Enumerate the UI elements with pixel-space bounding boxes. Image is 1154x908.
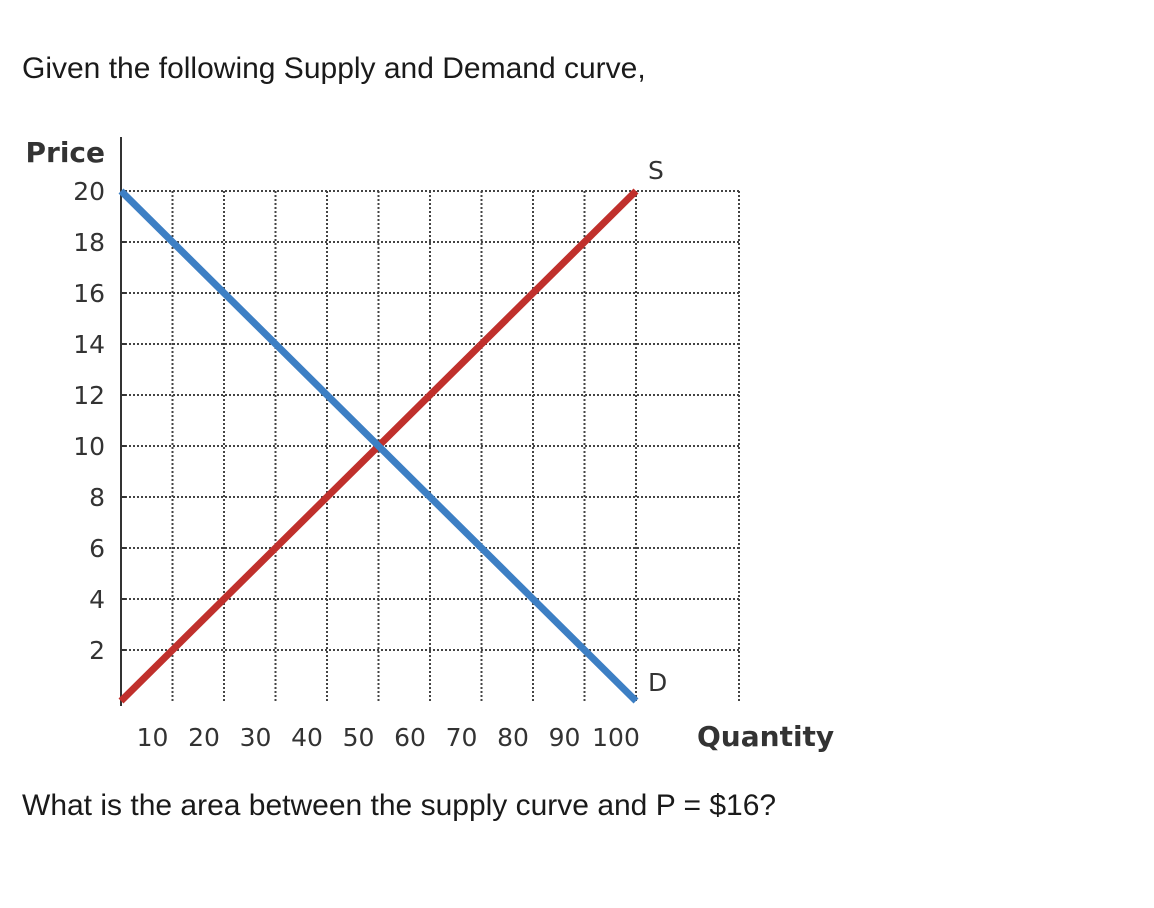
x-tick-label: 20 [188,723,220,752]
x-tick-labels: 10 20 30 40 50 60 70 80 90 100 [137,723,640,752]
y-tick-label: 2 [89,636,105,665]
curves: SD [118,156,667,704]
question-intro: Given the following Supply and Demand cu… [22,52,646,85]
x-tick-label: 90 [549,723,581,752]
y-tick-label: 8 [89,483,105,512]
grid [121,190,740,701]
x-tick-label: 80 [497,723,529,752]
y-tick-label: 10 [73,432,105,461]
x-tick-label: 30 [240,723,272,752]
y-tick-label: 16 [73,279,105,308]
x-axis-title: Quantity [697,720,834,753]
y-tick-label: 6 [89,534,105,563]
curve-d [118,188,639,704]
curve-label-d: D [648,668,667,697]
curve-label-s: S [648,156,664,185]
y-tick-label: 18 [73,228,105,257]
y-axis-title: Price [25,136,105,169]
y-tick-labels: 2 4 6 8 10 12 14 16 18 20 [73,177,126,665]
question-prompt: What is the area between the supply curv… [22,789,777,822]
x-tick-label: 70 [446,723,478,752]
y-tick-label: 20 [73,177,105,206]
x-tick-label: 40 [291,723,323,752]
x-tick-label: 100 [592,723,640,752]
y-tick-label: 4 [89,585,105,614]
x-tick-label: 50 [343,723,375,752]
x-tick-label: 10 [137,723,169,752]
x-tick-label: 60 [394,723,426,752]
y-tick-label: 14 [73,330,105,359]
y-tick-label: 12 [73,381,105,410]
